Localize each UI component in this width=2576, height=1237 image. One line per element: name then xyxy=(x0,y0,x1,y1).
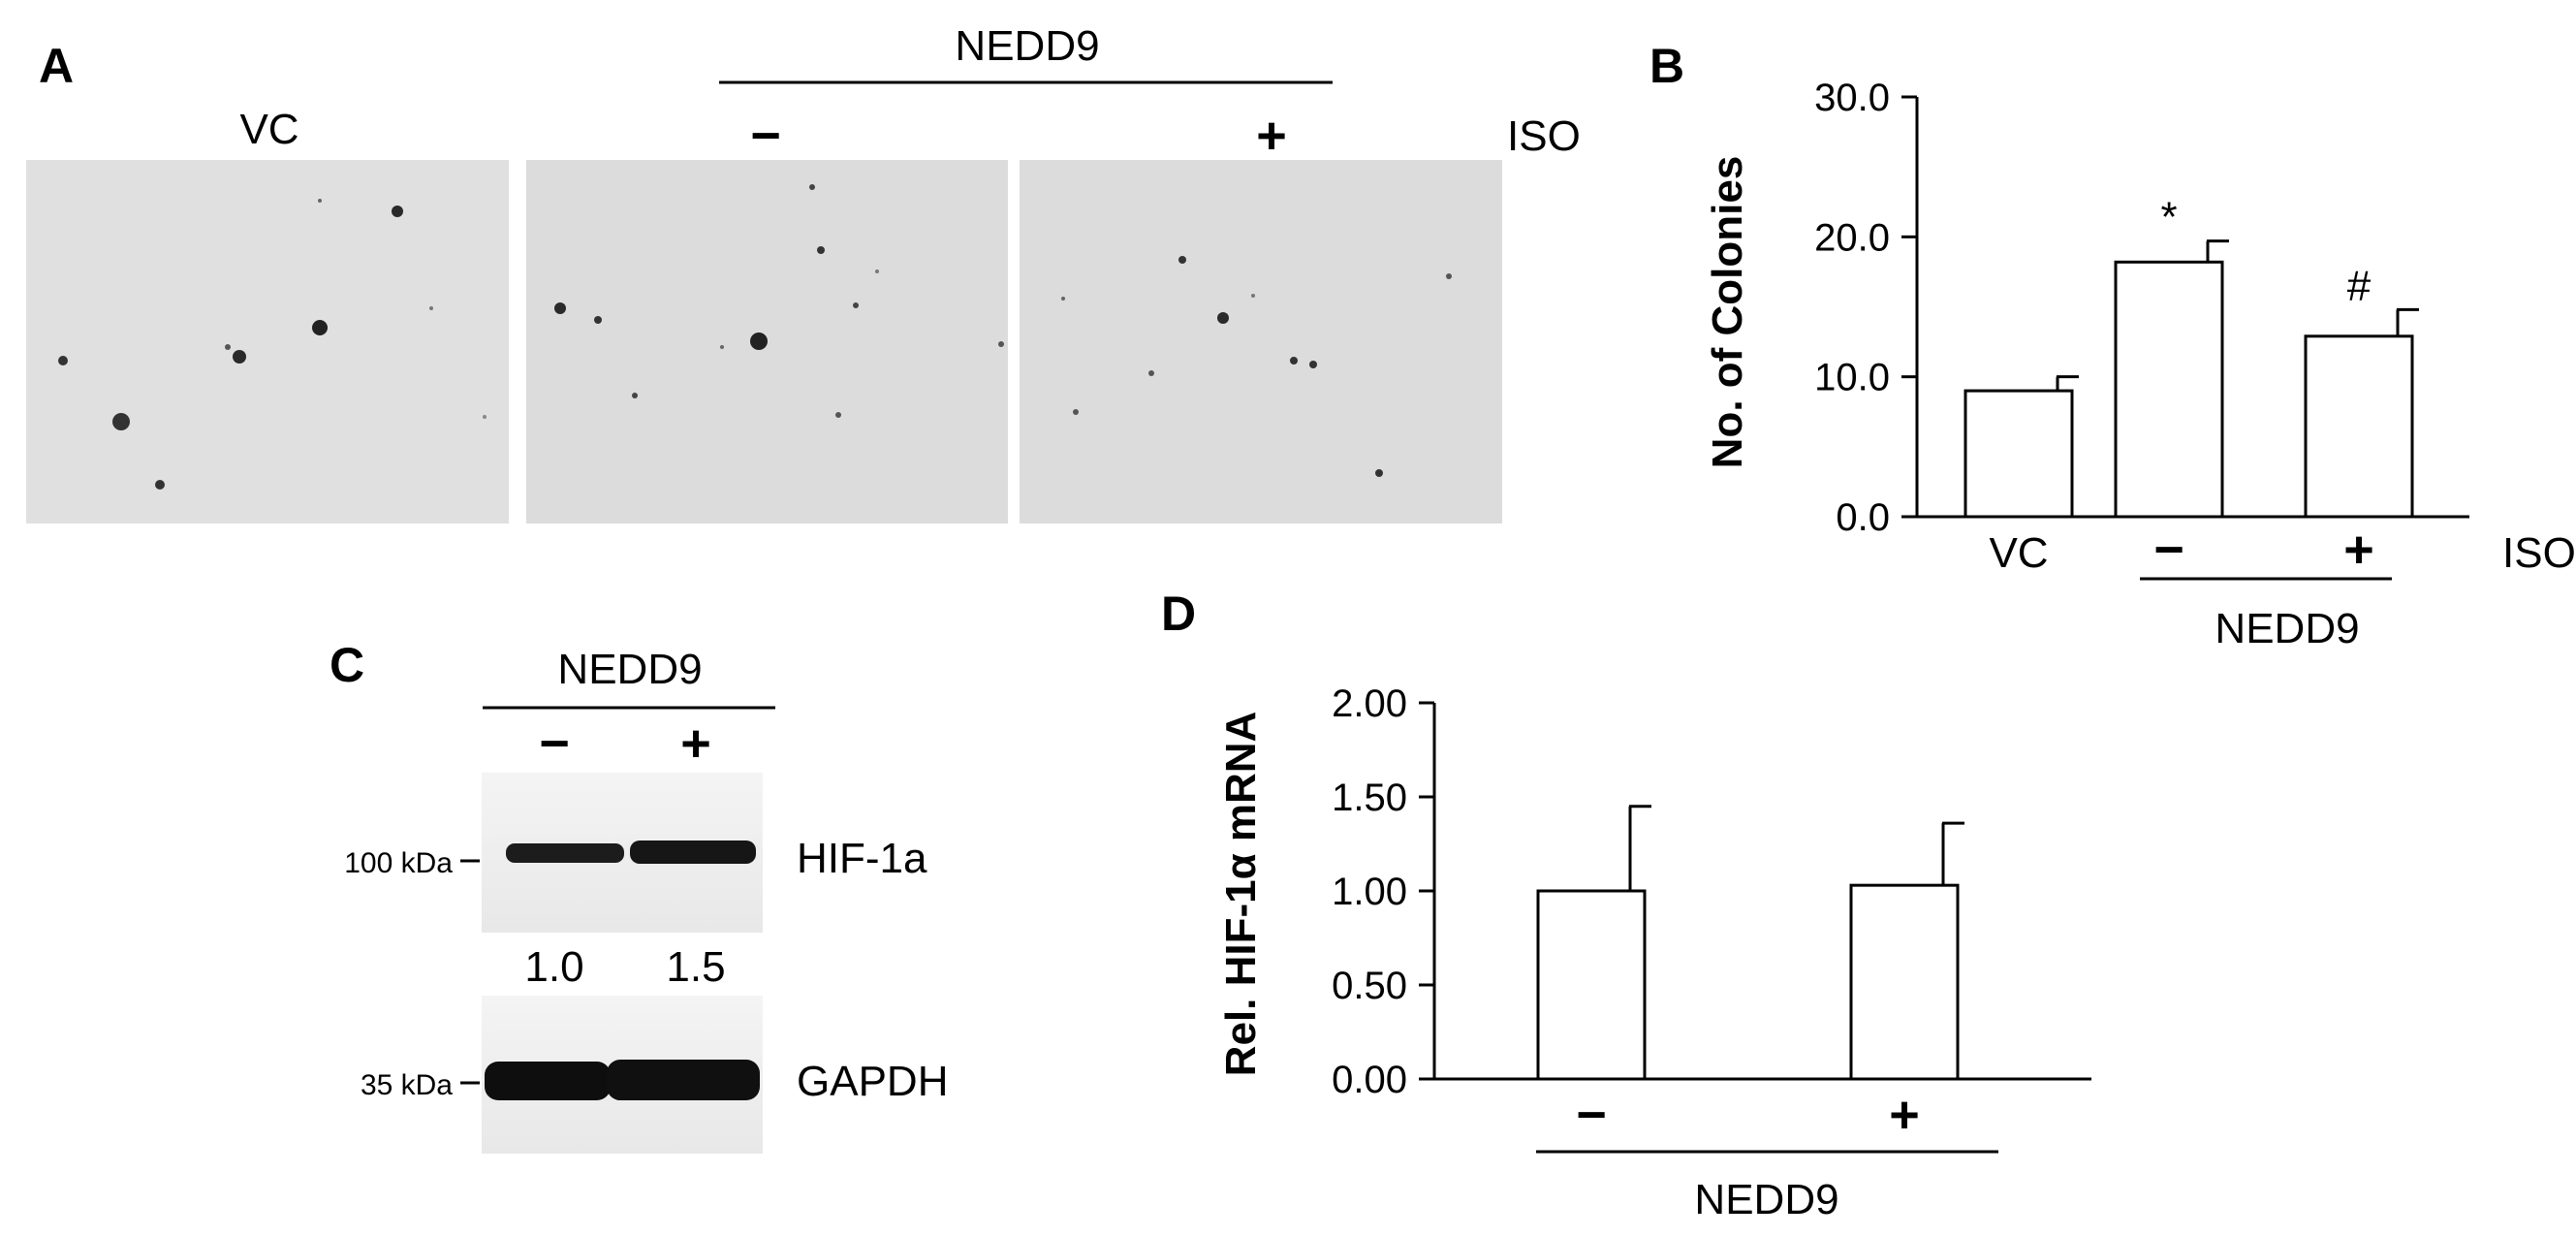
panel-b-significance-mark: * xyxy=(2160,194,2177,241)
panel-a-minus-label: − xyxy=(750,107,781,165)
panel-b-chart: B No. of Colonies ISO NEDD9 0.0 10.0 20.0 3… xyxy=(1649,39,2576,652)
panel-d-bar xyxy=(1536,889,1647,1081)
panel-d-y-tick-label: 0.00 xyxy=(1332,1059,1407,1101)
panel-b-bar xyxy=(2114,260,2224,519)
panel-b-y-axis-title: No. of Colonies xyxy=(1704,156,1751,469)
panel-b-label: B xyxy=(1649,39,1684,93)
band-label-gapdh: GAPDH xyxy=(797,1058,948,1105)
micrograph-nedd9-plus xyxy=(1020,160,1502,523)
panel-d-bar xyxy=(1849,883,1960,1081)
panel-d-category-label: + xyxy=(1889,1086,1920,1144)
panel-c-group-label: NEDD9 xyxy=(557,646,702,693)
quant-value-2: 1.5 xyxy=(666,943,725,991)
panel-b-category-label: VC xyxy=(1989,529,2048,577)
panel-c-label: C xyxy=(330,638,364,692)
panel-d-y-tick-label: 1.50 xyxy=(1332,777,1407,819)
panel-a-iso-label: ISO xyxy=(1507,112,1581,160)
panel-b-y-tick-label: 0.0 xyxy=(1836,496,1890,539)
micrograph-nedd9-minus xyxy=(526,160,1008,523)
panel-d-chart: D Rel. HIF-1α mRNA NEDD9 0.00 0.50 1.00 1.5… xyxy=(1161,587,2091,1223)
marker-35-kda: 35 kDa xyxy=(361,1069,453,1101)
panel-b-bar xyxy=(2304,334,2414,519)
panel-a-vc-label: VC xyxy=(239,106,298,153)
panel-b-group-label: NEDD9 xyxy=(2215,605,2359,652)
quant-value-1: 1.0 xyxy=(524,943,583,991)
panel-b-category-label: − xyxy=(2153,521,2184,579)
panel-d-group-label: NEDD9 xyxy=(1694,1176,1838,1223)
panel-b-y-tick-label: 20.0 xyxy=(1814,216,1890,259)
panel-b-y-tick-label: 10.0 xyxy=(1814,357,1890,399)
panel-d-category-label: − xyxy=(1576,1086,1607,1144)
panel-d-y-tick-label: 0.50 xyxy=(1332,965,1407,1007)
panel-d-y-axis-title: Rel. HIF-1α mRNA xyxy=(1217,712,1265,1077)
panel-a-group-label: NEDD9 xyxy=(955,22,1099,70)
marker-100-kda: 100 kDa xyxy=(344,847,453,879)
blot-hif1a xyxy=(482,773,763,933)
panel-a-plus-label: + xyxy=(1256,107,1287,165)
panel-c-plus-label: + xyxy=(680,714,711,773)
panel-a-label: A xyxy=(39,39,74,93)
panel-c-minus-label: − xyxy=(539,714,570,773)
panel-d-label: D xyxy=(1161,587,1196,641)
panel-b-y-tick-label: 30.0 xyxy=(1814,77,1890,119)
panel-d-y-tick-label: 1.00 xyxy=(1332,871,1407,913)
panel-b-iso-label: ISO xyxy=(2502,529,2576,577)
micrograph-vc xyxy=(26,160,509,523)
panel-b-category-label: + xyxy=(2343,521,2374,579)
panel-b-bar xyxy=(1963,389,2074,519)
panel-c: C NEDD9 − + 100 kDa HIF-1a 1.0 1.5 35 kD… xyxy=(330,638,948,1154)
panel-d-y-tick-label: 2.00 xyxy=(1332,682,1407,725)
panel-a: A NEDD9 VC − + ISO xyxy=(26,22,1581,523)
band-label-hif1a: HIF-1a xyxy=(797,835,927,882)
panel-b-significance-mark: # xyxy=(2347,262,2372,309)
blot-gapdh xyxy=(482,996,763,1154)
